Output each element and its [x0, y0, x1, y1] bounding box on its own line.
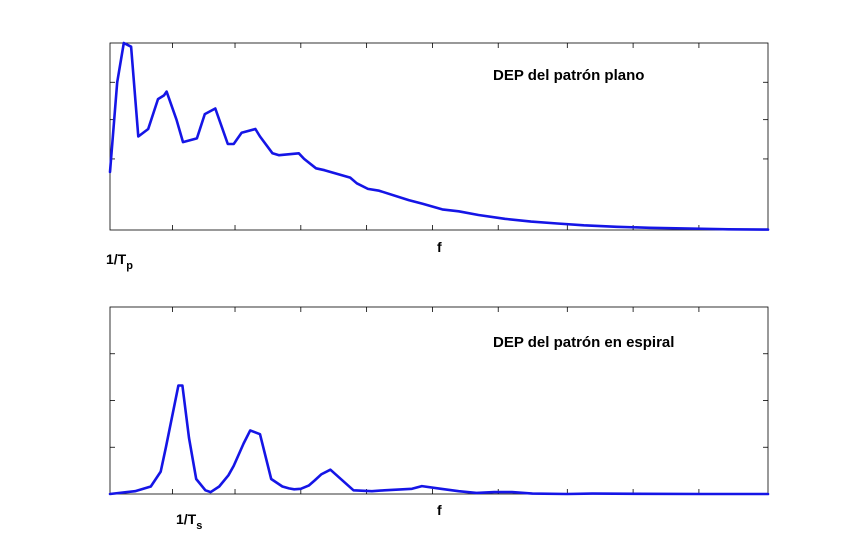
- bottom-marker-sub: s: [196, 520, 202, 532]
- top-panel: DEP del patrón plano 1/Tp f: [106, 41, 770, 272]
- top-axis-ticks: [110, 43, 768, 230]
- top-marker-sub: p: [126, 260, 133, 272]
- top-annotation: DEP del patrón plano: [493, 67, 644, 84]
- bottom-x-axis-label: f: [437, 502, 442, 518]
- bottom-annotation: DEP del patrón en espiral: [493, 334, 674, 351]
- bottom-panel: DEP del patrón en espiral 1/Ts f: [108, 306, 770, 532]
- top-marker-label: 1/Tp: [106, 251, 133, 272]
- top-plot-frame: [109, 42, 769, 231]
- bottom-marker-main: 1/T: [176, 511, 197, 527]
- top-series-line: [108, 41, 770, 231]
- top-x-axis-label: f: [437, 239, 442, 255]
- bottom-series-line: [108, 384, 770, 496]
- bottom-marker-label: 1/Ts: [176, 511, 202, 532]
- top-marker-main: 1/T: [106, 251, 127, 267]
